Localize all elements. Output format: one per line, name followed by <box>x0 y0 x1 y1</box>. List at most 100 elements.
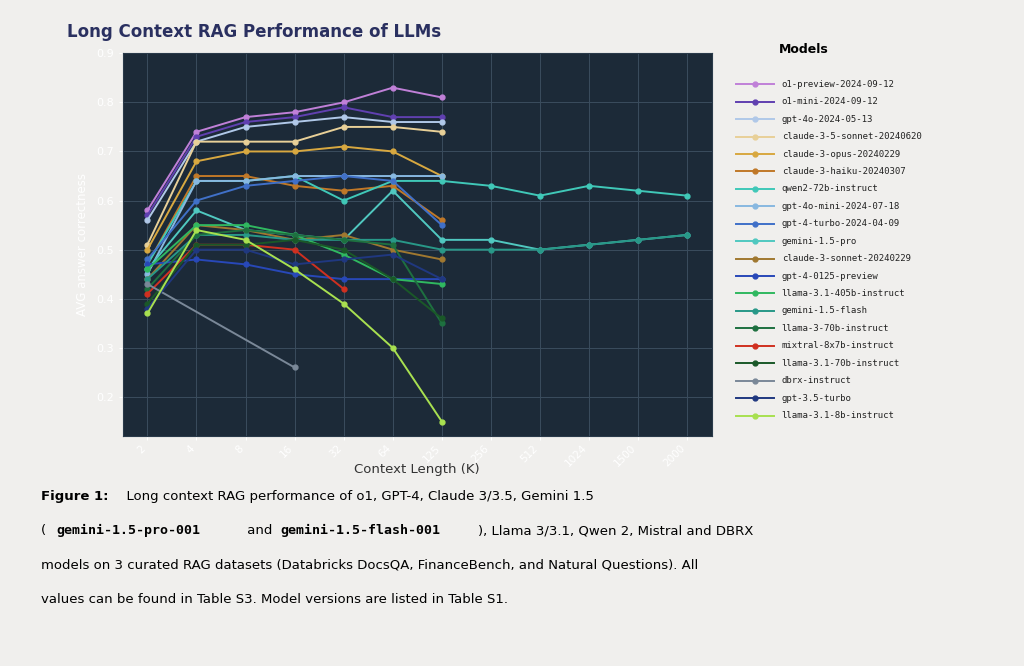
Text: Long context RAG performance of o1, GPT-4, Claude 3/3.5, Gemini 1.5: Long context RAG performance of o1, GPT-… <box>118 490 594 503</box>
o1-preview-2024-09-12 <box>387 84 399 92</box>
Line: claude-3-opus-20240229: claude-3-opus-20240229 <box>145 144 444 252</box>
gemini-1.5-pro <box>681 231 693 239</box>
gpt-3.5-turbo <box>387 250 399 258</box>
gemini-1.5-flash <box>141 275 154 283</box>
llama-3.1-70b-instruct <box>338 246 350 254</box>
claude-3-sonnet-20240229 <box>289 236 301 244</box>
gpt-3.5-turbo <box>289 260 301 268</box>
o1-mini-2024-09-12 <box>338 103 350 111</box>
Line: llama-3.1-405b-instruct: llama-3.1-405b-instruct <box>145 222 444 286</box>
Text: models on 3 curated RAG datasets (Databricks DocsQA, FinanceBench, and Natural Q: models on 3 curated RAG datasets (Databr… <box>41 559 698 572</box>
gpt-4o-2024-05-13 <box>141 216 154 224</box>
Line: qwen2-72b-instruct: qwen2-72b-instruct <box>145 174 689 267</box>
Text: gemini-1.5-pro: gemini-1.5-pro <box>781 236 857 246</box>
o1-mini-2024-09-12 <box>289 113 301 121</box>
gpt-4-0125-preview <box>141 260 154 268</box>
claude-3-5-sonnet-20240620 <box>240 138 252 146</box>
o1-mini-2024-09-12 <box>435 113 447 121</box>
claude-3-sonnet-20240229 <box>435 256 447 264</box>
Line: claude-3-5-sonnet-20240620: claude-3-5-sonnet-20240620 <box>145 125 444 247</box>
gemini-1.5-flash <box>435 246 447 254</box>
llama-3.1-70b-instruct <box>240 241 252 249</box>
Text: o1-mini-2024-09-12: o1-mini-2024-09-12 <box>781 97 879 106</box>
gemini-1.5-pro <box>632 236 644 244</box>
Text: ), Llama 3/3.1, Qwen 2, Mistral and DBRX: ), Llama 3/3.1, Qwen 2, Mistral and DBRX <box>478 524 754 537</box>
gemini-1.5-pro <box>141 265 154 273</box>
qwen2-72b-instruct <box>435 177 447 185</box>
llama-3.1-8b-instruct <box>338 300 350 308</box>
Text: gpt-4-turbo-2024-04-09: gpt-4-turbo-2024-04-09 <box>781 219 900 228</box>
o1-mini-2024-09-12 <box>387 113 399 121</box>
Text: gpt-3.5-turbo: gpt-3.5-turbo <box>781 394 852 403</box>
gpt-4o-2024-05-13 <box>387 118 399 126</box>
Text: dbrx-instruct: dbrx-instruct <box>781 376 852 385</box>
gemini-1.5-pro <box>289 231 301 239</box>
gemini-1.5-flash <box>583 241 595 249</box>
Line: gpt-4o-mini-2024-07-18: gpt-4o-mini-2024-07-18 <box>145 174 444 276</box>
claude-3-5-sonnet-20240620 <box>435 128 447 136</box>
gpt-4o-2024-05-13 <box>338 113 350 121</box>
o1-mini-2024-09-12 <box>141 211 154 219</box>
qwen2-72b-instruct <box>240 177 252 185</box>
gpt-4-turbo-2024-04-09 <box>435 221 447 229</box>
Y-axis label: AVG answer correctness: AVG answer correctness <box>76 173 89 316</box>
gemini-1.5-pro <box>240 226 252 234</box>
Line: o1-mini-2024-09-12: o1-mini-2024-09-12 <box>145 105 444 218</box>
llama-3.1-8b-instruct <box>289 265 301 273</box>
claude-3-sonnet-20240229 <box>141 275 154 283</box>
Text: gpt-4o-mini-2024-07-18: gpt-4o-mini-2024-07-18 <box>781 202 900 211</box>
Line: claude-3-haiku-20240307: claude-3-haiku-20240307 <box>145 174 444 267</box>
claude-3-opus-20240229 <box>190 157 203 165</box>
gpt-4o-2024-05-13 <box>240 123 252 131</box>
gpt-4-turbo-2024-04-09 <box>141 256 154 264</box>
qwen2-72b-instruct <box>534 192 546 200</box>
llama-3.1-8b-instruct <box>240 236 252 244</box>
gpt-4-turbo-2024-04-09 <box>338 172 350 180</box>
Text: gemini-1.5-flash: gemini-1.5-flash <box>781 306 867 316</box>
gpt-3.5-turbo <box>190 246 203 254</box>
gemini-1.5-pro <box>583 241 595 249</box>
gemini-1.5-pro <box>435 236 447 244</box>
qwen2-72b-instruct <box>387 177 399 185</box>
Line: llama-3.1-70b-instruct: llama-3.1-70b-instruct <box>145 237 444 321</box>
Line: llama-3.1-8b-instruct: llama-3.1-8b-instruct <box>145 228 444 424</box>
claude-3-5-sonnet-20240620 <box>338 123 350 131</box>
claude-3-sonnet-20240229 <box>338 231 350 239</box>
claude-3-haiku-20240307 <box>289 182 301 190</box>
llama-3.1-405b-instruct <box>338 250 350 258</box>
mixtral-8x7b-instruct <box>240 241 252 249</box>
claude-3-5-sonnet-20240620 <box>190 138 203 146</box>
o1-preview-2024-09-12 <box>289 108 301 116</box>
llama-3-70b-instruct <box>190 231 203 239</box>
qwen2-72b-instruct <box>583 182 595 190</box>
o1-preview-2024-09-12 <box>240 113 252 121</box>
Text: Models: Models <box>779 43 828 56</box>
claude-3-sonnet-20240229 <box>190 221 203 229</box>
Line: mixtral-8x7b-instruct: mixtral-8x7b-instruct <box>145 242 346 296</box>
Text: mixtral-8x7b-instruct: mixtral-8x7b-instruct <box>781 341 895 350</box>
gpt-3.5-turbo <box>338 256 350 264</box>
gpt-4o-mini-2024-07-18 <box>338 172 350 180</box>
gemini-1.5-flash <box>338 236 350 244</box>
Line: claude-3-sonnet-20240229: claude-3-sonnet-20240229 <box>145 222 444 282</box>
gpt-4-0125-preview <box>190 256 203 264</box>
claude-3-5-sonnet-20240620 <box>387 123 399 131</box>
gpt-3.5-turbo <box>141 304 154 312</box>
Line: gpt-4-turbo-2024-04-09: gpt-4-turbo-2024-04-09 <box>145 174 444 262</box>
llama-3.1-8b-instruct <box>190 226 203 234</box>
llama-3-70b-instruct <box>289 231 301 239</box>
Text: and: and <box>243 524 276 537</box>
llama-3-70b-instruct <box>141 285 154 293</box>
mixtral-8x7b-instruct <box>141 290 154 298</box>
Text: claude-3-5-sonnet-20240620: claude-3-5-sonnet-20240620 <box>781 132 922 141</box>
gpt-4-0125-preview <box>435 275 447 283</box>
gemini-1.5-flash <box>681 231 693 239</box>
Line: gpt-4-0125-preview: gpt-4-0125-preview <box>145 257 444 282</box>
qwen2-72b-instruct <box>289 172 301 180</box>
claude-3-haiku-20240307 <box>387 182 399 190</box>
Text: (: ( <box>41 524 46 537</box>
gpt-4-turbo-2024-04-09 <box>240 182 252 190</box>
gpt-4o-mini-2024-07-18 <box>435 172 447 180</box>
gpt-4-0125-preview <box>338 275 350 283</box>
mixtral-8x7b-instruct <box>338 285 350 293</box>
